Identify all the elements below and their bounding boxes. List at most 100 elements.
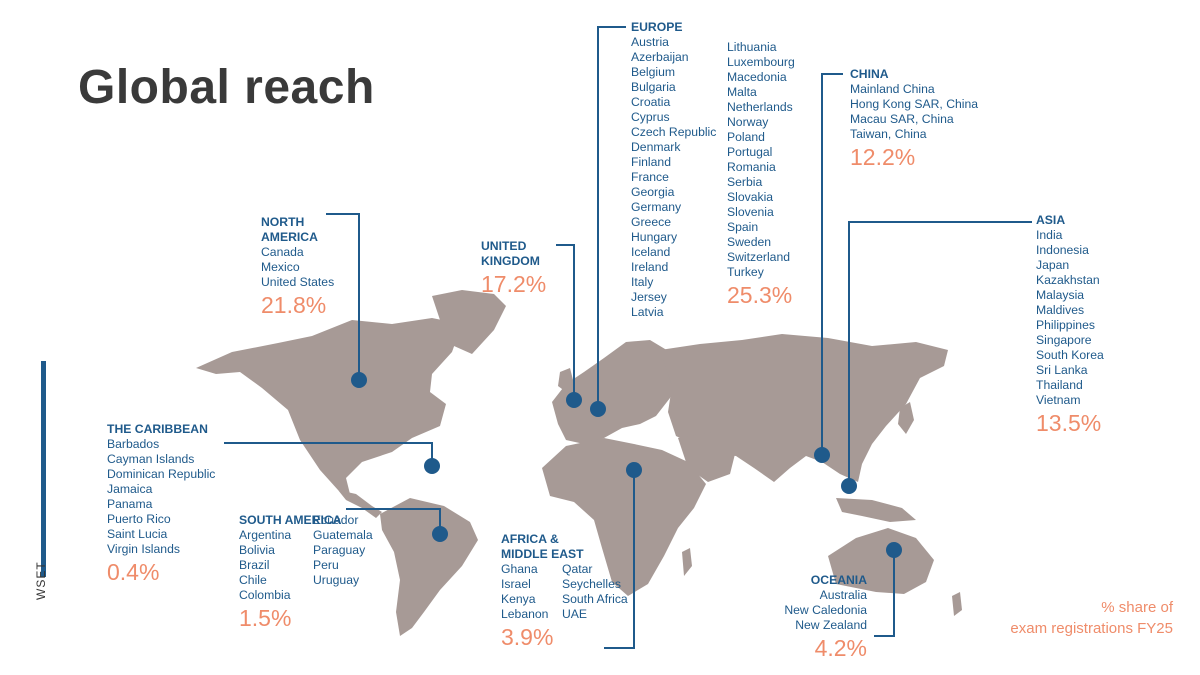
footnote-line: exam registrations FY25 — [1010, 620, 1173, 637]
central-america-landmass — [338, 490, 382, 518]
country-item: United States — [261, 275, 335, 289]
country-item: Bulgaria — [631, 80, 676, 94]
country-item: Bolivia — [239, 543, 275, 557]
country-item: New Zealand — [795, 618, 867, 632]
country-item: Maldives — [1036, 303, 1085, 317]
page-title: Global reach — [78, 61, 375, 114]
country-item: Luxembourg — [727, 55, 795, 69]
country-item: Macau SAR, China — [850, 112, 954, 126]
region-africa-middle-east: AFRICA & MIDDLE EAST Ghana Israel Kenya … — [501, 532, 628, 651]
country-item: Japan — [1036, 258, 1070, 272]
region-caribbean: THE CARIBBEAN Barbados Cayman Islands Do… — [107, 422, 215, 586]
country-item: Cayman Islands — [107, 452, 195, 466]
region-name: THE CARIBBEAN — [107, 422, 208, 436]
country-item: Czech Republic — [631, 125, 717, 139]
country-item: Azerbaijan — [631, 50, 689, 64]
country-item: Singapore — [1036, 333, 1092, 347]
region-name: SOUTH AMERICA — [239, 513, 342, 527]
oceania-marker — [886, 542, 902, 558]
country-item: Poland — [727, 130, 765, 144]
uk-landmass — [558, 368, 574, 392]
south-america-landmass — [380, 498, 478, 636]
africa-landmass — [542, 438, 706, 596]
africa-connector — [604, 470, 635, 649]
north-america-marker — [351, 372, 367, 388]
country-item: Jamaica — [107, 482, 153, 496]
southeast-asia-islands — [836, 498, 916, 522]
china-connector — [821, 73, 843, 454]
country-item: Brazil — [239, 558, 270, 572]
region-name: MIDDLE EAST — [501, 547, 584, 561]
country-item: Jersey — [631, 290, 667, 304]
country-item: Finland — [631, 155, 671, 169]
country-item: Greece — [631, 215, 671, 229]
country-item: Indonesia — [1036, 243, 1089, 257]
europe-marker — [590, 401, 606, 417]
country-item: Chile — [239, 573, 267, 587]
south-america-connector — [346, 508, 441, 534]
region-name: AFRICA & — [501, 532, 559, 546]
country-item: Netherlands — [727, 100, 793, 114]
country-columns: Argentina Bolivia Brazil Chile Colombia … — [239, 513, 373, 603]
country-item: Mexico — [261, 260, 300, 274]
country-item: Latvia — [631, 305, 664, 319]
region-percent: 17.2% — [481, 271, 547, 297]
country-item: Norway — [727, 115, 769, 129]
country-item: Spain — [727, 220, 759, 234]
new-zealand-landmass — [952, 592, 962, 616]
country-item: Ecuador — [313, 513, 359, 527]
country-item: Serbia — [727, 175, 763, 189]
country-item: New Caledonia — [784, 603, 867, 617]
region-china: CHINA Mainland China Hong Kong SAR, Chin… — [850, 67, 978, 171]
region-percent: 13.5% — [1036, 410, 1102, 436]
country-item: Cyprus — [631, 110, 670, 124]
brand-label: WSET — [34, 561, 48, 600]
country-list: Qatar Seychelles South Africa UAE — [562, 562, 628, 622]
country-item: Switzerland — [727, 250, 790, 264]
south-america-marker — [432, 526, 448, 542]
region-south-america: SOUTH AMERICA Argentina Bolivia Brazil C… — [239, 513, 373, 632]
country-item: Canada — [261, 245, 304, 259]
country-list: Austria Azerbaijan Belgium Bulgaria Croa… — [631, 35, 716, 320]
country-item: Italy — [631, 275, 654, 289]
country-item: Kazakhstan — [1036, 273, 1100, 287]
region-united-kingdom: UNITED KINGDOM 17.2% — [481, 239, 551, 298]
region-name: EUROPE — [631, 20, 683, 34]
country-item: Georgia — [631, 185, 675, 199]
country-item: Sweden — [727, 235, 772, 249]
uk-marker — [566, 392, 582, 408]
footnote: % share of exam registrations FY25 — [1010, 597, 1173, 639]
country-list: Canada Mexico United States — [261, 245, 351, 290]
caribbean-marker — [424, 458, 440, 474]
country-item: Iceland — [631, 245, 671, 259]
country-item: Puerto Rico — [107, 512, 171, 526]
country-item: Macedonia — [727, 70, 787, 84]
country-item: Panama — [107, 497, 153, 511]
country-item: Australia — [819, 588, 867, 602]
country-item: Slovenia — [727, 205, 774, 219]
country-columns: Ghana Israel Kenya Lebanon Qatar Seychel… — [501, 562, 628, 622]
europe-connector — [597, 26, 626, 408]
region-europe: EUROPE Austria Azerbaijan Belgium Bulgar… — [631, 20, 716, 320]
country-list: Ghana Israel Kenya Lebanon — [501, 562, 562, 622]
country-item: Qatar — [562, 562, 593, 576]
australia-landmass — [828, 528, 934, 594]
asia-landmass — [660, 334, 948, 482]
country-list: Australia New Caledonia New Zealand — [770, 588, 867, 633]
region-percent: 4.2% — [814, 635, 867, 661]
country-item: Denmark — [631, 140, 681, 154]
country-list: India Indonesia Japan Kazakhstan Malaysi… — [1036, 228, 1104, 408]
region-percent: 3.9% — [501, 624, 554, 650]
country-item: Vietnam — [1036, 393, 1081, 407]
country-item: Thailand — [1036, 378, 1083, 392]
region-percent: 12.2% — [850, 144, 916, 170]
africa-marker — [626, 462, 642, 478]
uk-connector — [556, 244, 575, 400]
country-item: Austria — [631, 35, 669, 49]
country-item: Saint Lucia — [107, 527, 168, 541]
country-item: Argentina — [239, 528, 292, 542]
country-item: Barbados — [107, 437, 160, 451]
country-item: South Africa — [562, 592, 628, 606]
country-item: Slovakia — [727, 190, 774, 204]
